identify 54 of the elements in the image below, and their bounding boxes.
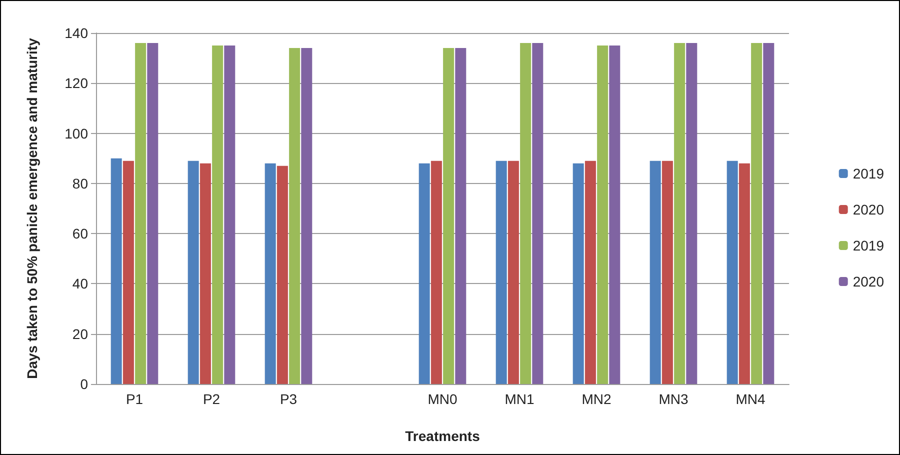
y-axis-title: Days taken to 50% panicle emergence and maturity [24,38,40,379]
bar [597,46,608,384]
legend-label: 2019 [852,166,884,182]
bar [751,43,762,384]
bar [650,160,661,384]
bar [430,160,442,384]
y-tick-label: 0 [80,376,88,392]
bar [674,43,686,384]
bar [224,46,236,384]
bar [662,160,673,384]
y-tick-label: 120 [64,75,88,92]
legend-label: 2020 [852,202,884,218]
bar [584,160,596,384]
bar [532,43,544,384]
y-tick-label: 140 [64,25,88,41]
x-tick-label: MN3 [658,391,688,407]
y-tick-label: 20 [72,326,88,342]
x-tick-label: P3 [280,391,298,407]
y-tick-label: 100 [64,125,88,142]
bar [455,48,466,384]
x-tick-label: MN2 [582,391,612,407]
bar [520,43,532,384]
x-tick-label: MN4 [736,391,766,407]
bar [264,163,276,384]
bar [289,48,300,384]
bar [188,160,199,384]
bar [418,163,430,384]
bar [686,43,698,384]
x-tick-label: MN0 [428,391,458,407]
bar [496,160,507,384]
legend-label: 2019 [852,238,884,254]
bar [508,160,519,384]
bar [572,163,584,384]
legend-label: 2020 [852,274,884,290]
x-tick-label: P2 [202,391,220,407]
bar [738,163,750,384]
x-axis-title: Treatments [405,428,480,444]
y-tick-label: 40 [72,276,88,292]
bar [301,48,312,384]
bar [122,160,134,384]
bar [212,46,224,384]
bar [135,43,146,384]
bar [147,43,158,384]
bar [443,48,454,384]
y-tick-label: 80 [72,175,88,192]
bar [726,160,738,384]
bar [763,43,774,384]
bar [200,163,211,384]
bar [276,166,288,384]
x-tick-label: MN1 [504,391,534,407]
y-tick-label: 60 [72,226,88,242]
bar [609,46,620,384]
x-tick-label: P1 [126,391,144,407]
bar [110,158,122,384]
